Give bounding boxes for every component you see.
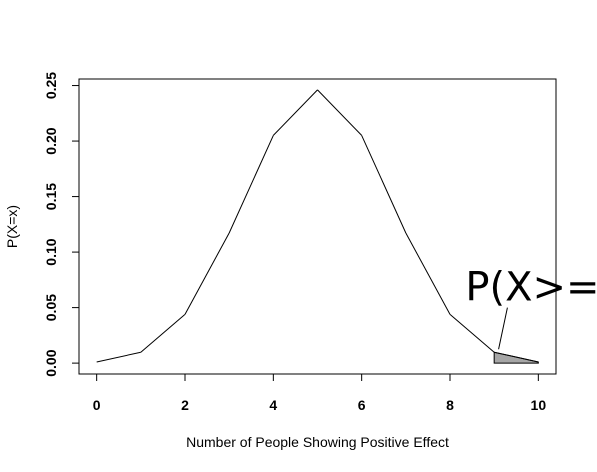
series-segment — [228, 135, 274, 234]
series-segment — [317, 89, 363, 136]
series-segment — [405, 232, 451, 315]
x-tick-label: 8 — [446, 397, 454, 413]
series-segment — [96, 351, 141, 363]
series-segment — [361, 135, 407, 234]
series-segment — [272, 89, 318, 136]
y-tick-label: 0.05 — [43, 294, 59, 321]
x-tick-label: 6 — [358, 397, 366, 413]
x-tick-label: 2 — [181, 397, 189, 413]
y-tick-label: 0.20 — [43, 127, 59, 154]
series-segment — [494, 351, 539, 363]
series-segment — [449, 313, 495, 353]
series-segment — [140, 313, 186, 353]
x-tick-label: 0 — [93, 397, 101, 413]
x-tick-label: 10 — [531, 397, 547, 413]
y-tick-label: 0.25 — [43, 72, 59, 99]
x-tick-label: 4 — [269, 397, 277, 413]
x-axis-title: Number of People Showing Positive Effect — [186, 434, 449, 450]
y-tick-label: 0.10 — [43, 238, 59, 265]
series-segment — [184, 232, 230, 315]
y-tick-label: 0.15 — [43, 183, 59, 210]
y-axis-title: P(X=x) — [4, 205, 20, 248]
plot-frame — [78, 78, 557, 375]
y-tick-label: 0.00 — [43, 349, 59, 376]
annotation-label: P(X>=9 — [465, 265, 597, 311]
annotation-pointer — [498, 307, 508, 350]
